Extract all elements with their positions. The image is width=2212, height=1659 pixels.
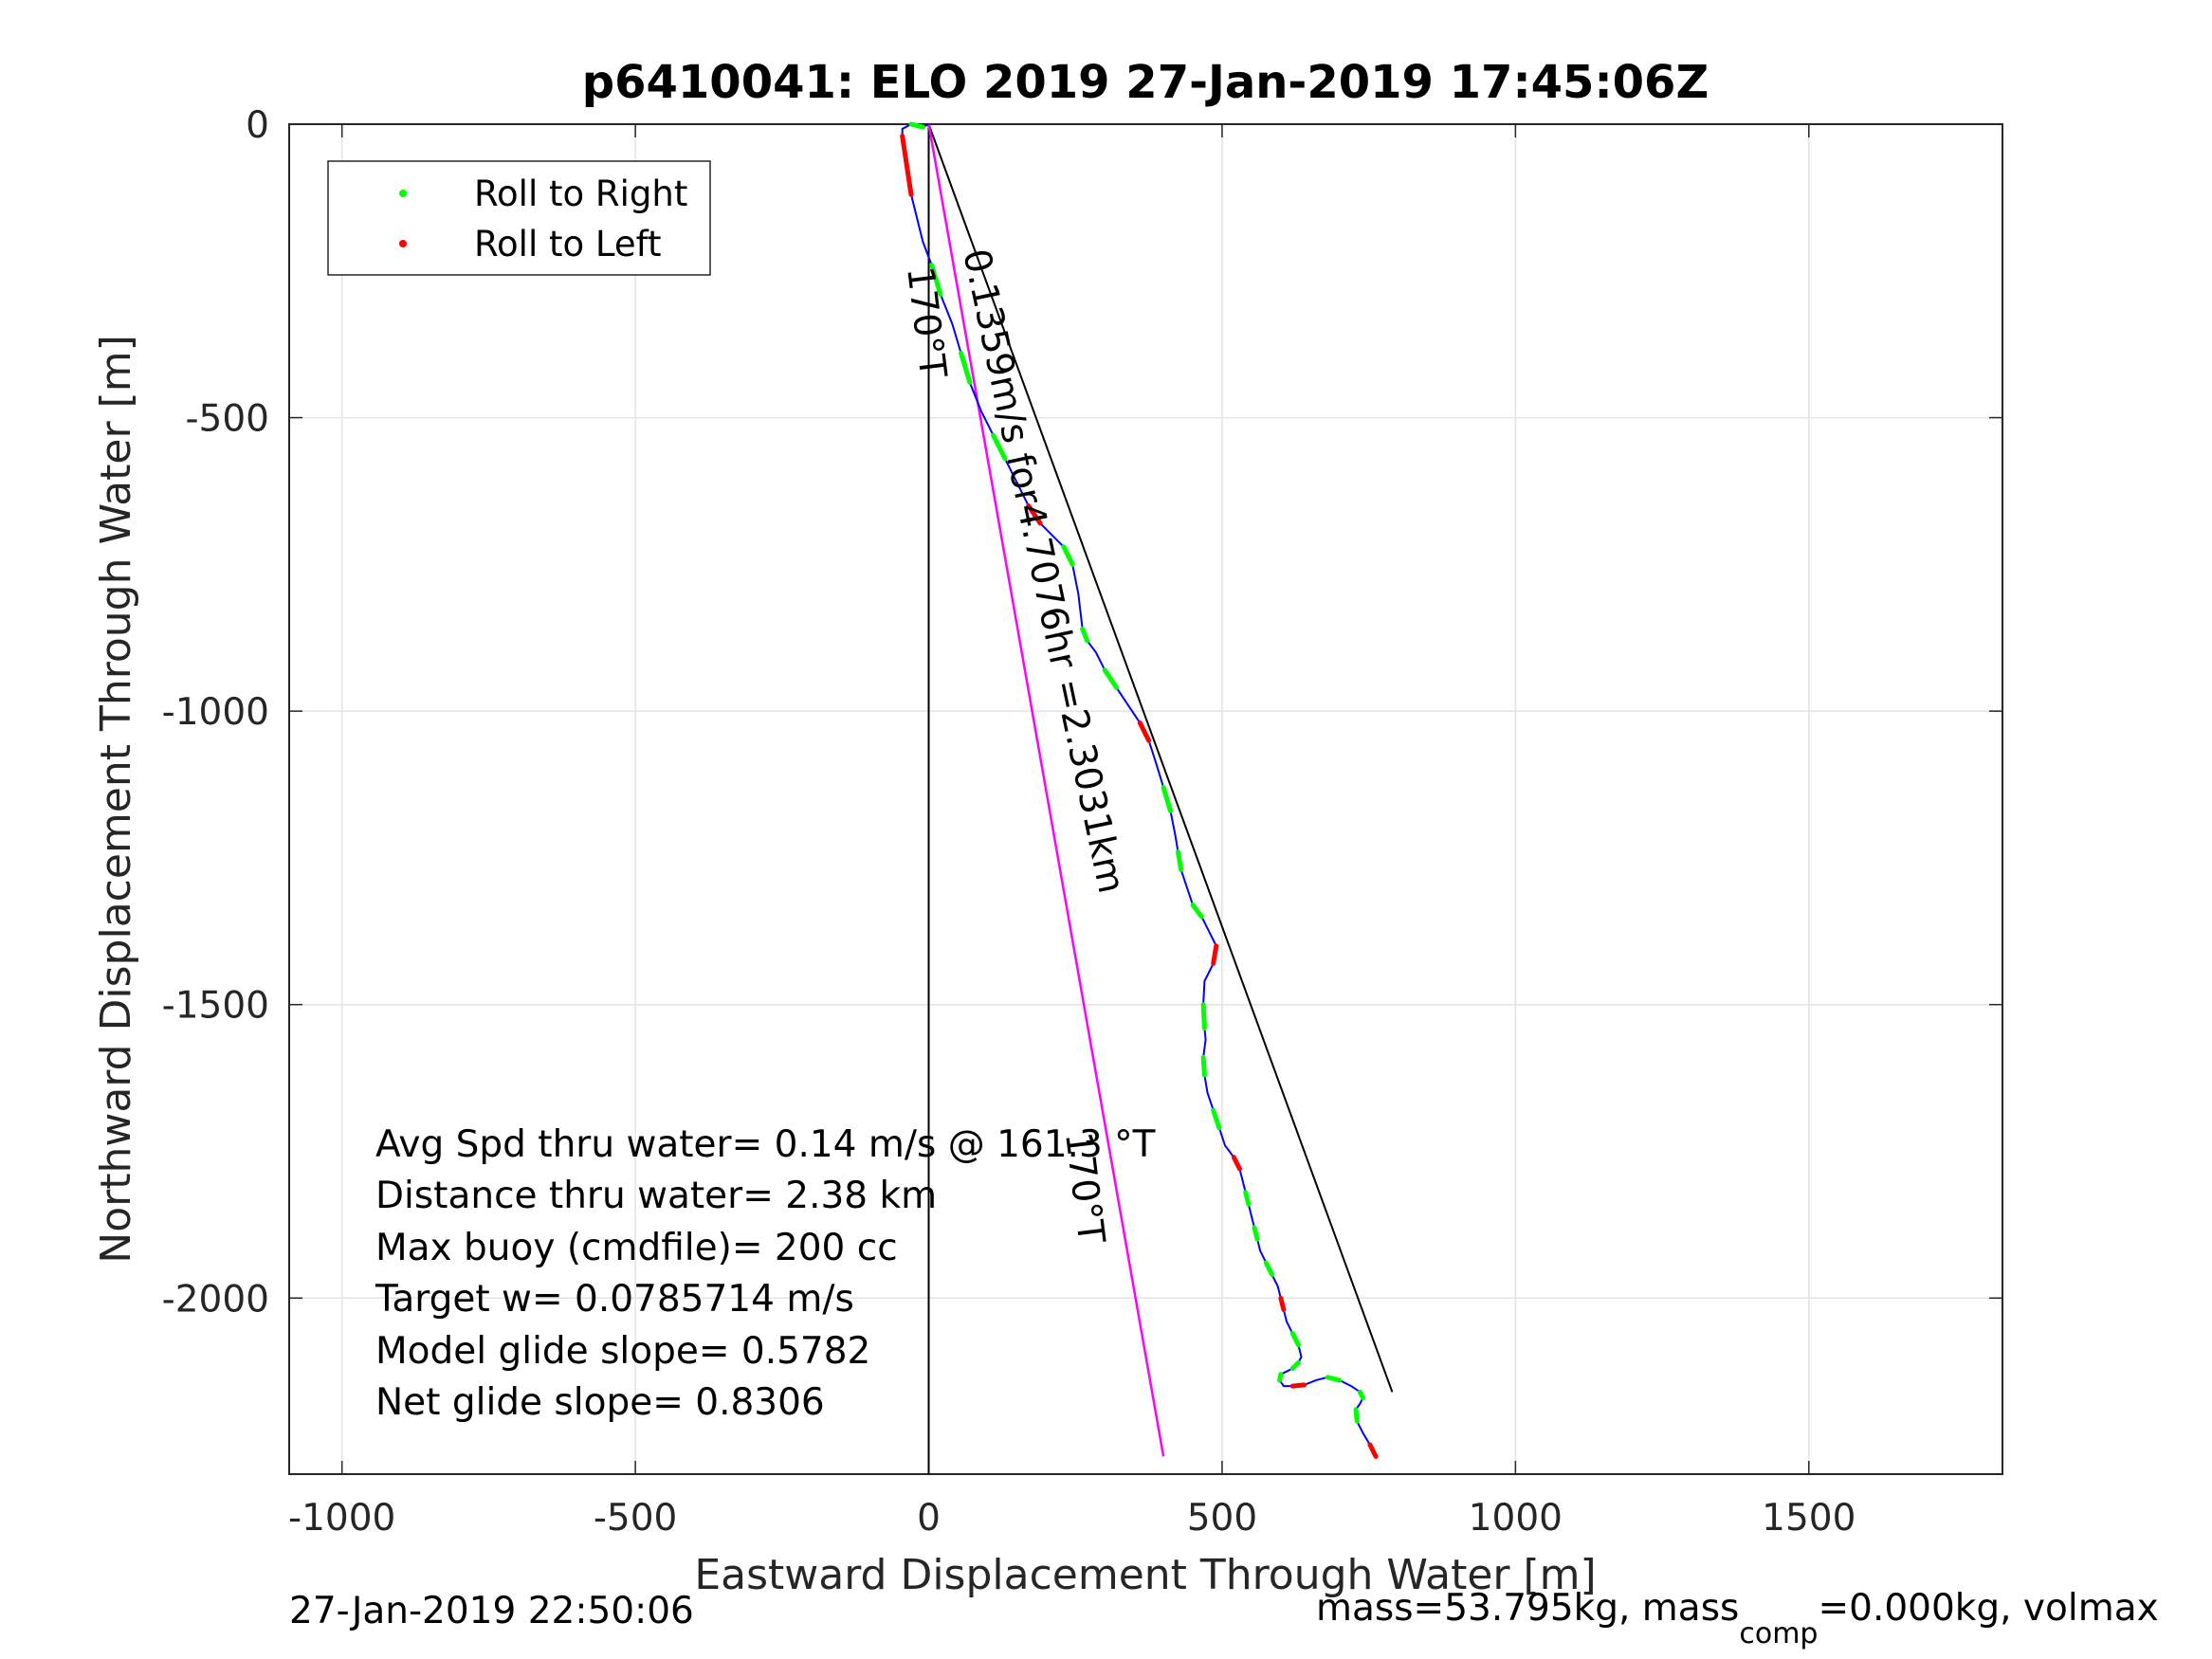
roll-right-segment (1200, 1002, 1207, 1030)
roll-left-segment (1137, 720, 1152, 743)
roll-right-segment (1263, 1260, 1275, 1277)
x-axis-label: Eastward Displacement Through Water [m] (694, 1551, 1596, 1599)
roll-right-segment (1200, 1054, 1207, 1078)
roll-right-segment (1243, 1190, 1252, 1207)
roll-right-segment (908, 121, 925, 130)
y-tick-label: -500 (185, 398, 269, 441)
footer-mass-sub: comp (1739, 1617, 1818, 1650)
roll-right-segment (1211, 1107, 1222, 1131)
roll-left-segment (1278, 1295, 1287, 1313)
roll-right-segment (1353, 1407, 1360, 1424)
footer-mass: mass=53.795kg, masscomp=0.000kg, volmax (1316, 1587, 2159, 1650)
stats-block: Avg Spd thru water= 0.14 m/s @ 161.3 °T … (375, 1123, 1156, 1424)
x-tick-label: -500 (594, 1497, 678, 1540)
x-tick-label: -1000 (288, 1497, 395, 1540)
roll-right-segment (1277, 1372, 1284, 1383)
x-tick-label: 1500 (1762, 1497, 1856, 1540)
roll-right-segment (1080, 626, 1090, 644)
legend-marker-roll-left (399, 240, 407, 247)
roll-left-segment (1231, 1155, 1243, 1172)
x-tick-label: 0 (917, 1497, 941, 1540)
legend: Roll to Right Roll to Left (327, 160, 711, 276)
roll-right-segment (959, 350, 973, 385)
roll-right-segment (1061, 544, 1075, 567)
stat-avg-speed: Avg Spd thru water= 0.14 m/s @ 161.3 °T (375, 1123, 1156, 1166)
roll-right-segment (1289, 1330, 1301, 1348)
plot-area (288, 123, 2003, 1475)
x-tick-label: 1000 (1469, 1497, 1563, 1540)
x-tick-label: 500 (1187, 1497, 1257, 1540)
legend-marker-roll-right (399, 190, 407, 197)
footer-mass-prefix: mass=53.795kg, mass (1316, 1587, 1739, 1630)
stat-target-w: Target w= 0.0785714 m/s (375, 1278, 854, 1321)
y-tick-label: -1500 (162, 985, 269, 1028)
roll-left-segment (1211, 943, 1219, 966)
footer-timestamp: 27-Jan-2019 22:50:06 (289, 1590, 694, 1632)
stat-distance: Distance thru water= 2.38 km (375, 1175, 937, 1217)
tick-labels: -1000 -500 0 500 1000 1500 0 -500 -1000 -1500 -200… (162, 104, 1856, 1540)
y-tick-label: 0 (246, 104, 269, 147)
footer-mass-suffix: =0.000kg, volmax (1818, 1587, 2158, 1630)
chart-title: p6410041: ELO 2019 27-Jan-2019 17:45:06Z (582, 56, 1709, 109)
roll-right-segment (1176, 849, 1184, 872)
roll-left-segment (1367, 1442, 1379, 1459)
stat-max-buoy: Max buoy (cmdfile)= 200 cc (375, 1227, 898, 1269)
legend-label-roll-right: Roll to Right (474, 173, 687, 214)
roll-right-segment (1289, 1359, 1301, 1372)
roll-right-segment (1190, 902, 1204, 920)
roll-left-segment (1289, 1382, 1307, 1389)
roll-right-segment (991, 432, 1008, 462)
roll-right-segment (1357, 1389, 1365, 1401)
roll-right-segment (929, 263, 943, 298)
series-layer (900, 121, 1394, 1474)
stat-net-glide: Net glide slope= 0.8306 (375, 1381, 825, 1424)
roll-right-segment (1325, 1375, 1343, 1383)
target-track-line (927, 123, 1165, 1457)
roll-right-segment (1252, 1225, 1260, 1242)
legend-box (327, 160, 711, 276)
roll-right-segment (1161, 785, 1173, 813)
net-displacement-line (927, 123, 1394, 1393)
roll-left-segment (1026, 502, 1043, 526)
roll-left-segment (900, 133, 914, 197)
y-axis-label: Northward Displacement Through Water [m] (92, 335, 140, 1263)
roll-right-segment (1102, 667, 1120, 690)
y-tick-label: -1000 (162, 691, 269, 734)
legend-label-roll-left: Roll to Left (474, 224, 662, 264)
stat-model-glide: Model glide slope= 0.5782 (375, 1330, 870, 1373)
y-tick-label: -2000 (162, 1278, 269, 1321)
